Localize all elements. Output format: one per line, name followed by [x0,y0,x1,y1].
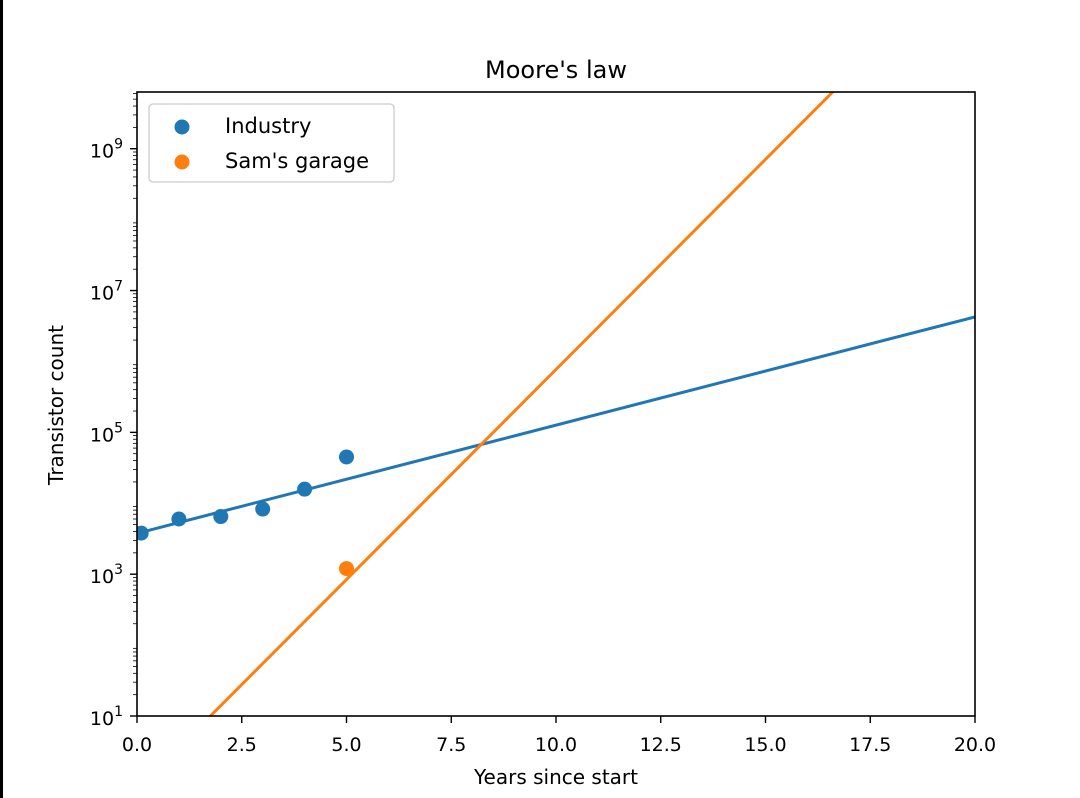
x-tick-label: 20.0 [954,734,996,756]
plot-area [134,92,975,796]
legend-label-sams-garage: Sam's garage [225,149,369,173]
x-axis: 0.0 2.5 5.0 7.5 10.0 12.5 15.0 17.5 20.0 [122,716,996,756]
y-tick-label: 105 [90,420,123,446]
point-industry-4 [297,481,313,497]
point-sam-s-garage-2 [339,561,354,577]
x-tick-label: 5.0 [331,734,361,756]
fit-line-industry [140,315,975,534]
window-edge [0,0,3,798]
point-industry-0 [137,525,149,541]
x-tick-label: 17.5 [849,734,891,756]
point-industry-5 [339,449,354,465]
x-tick-label: 2.5 [227,734,257,756]
y-axis-label: Transistor count [44,325,68,486]
y-tick-label: 103 [90,562,123,588]
legend-marker-sams-garage [174,154,190,170]
legend-box [148,103,395,183]
legend: Industry Sam's garage [148,103,395,183]
x-tick-label: 12.5 [640,734,682,756]
y-tick-label: 107 [90,279,123,305]
point-industry-3 [255,501,271,517]
y-tick-label: 109 [90,137,123,163]
point-industry-1 [171,511,187,527]
y-axis: 101 103 105 107 109 [90,93,137,730]
x-tick-label: 15.0 [744,734,786,756]
x-tick-label: 0.0 [122,734,152,756]
fit-line-sam-s-garage [208,92,835,716]
x-axis-label: Years since start [473,765,638,789]
legend-label-industry: Industry [225,114,311,138]
chart-title: Moore's law [485,56,627,84]
x-tick-label: 7.5 [436,734,466,756]
y-tick-label: 101 [90,704,123,730]
plot-frame [136,91,976,717]
point-industry-2 [213,509,229,525]
x-tick-label: 10.0 [535,734,577,756]
point-sam-s-garage-0 [134,781,149,796]
legend-marker-industry [174,119,190,135]
